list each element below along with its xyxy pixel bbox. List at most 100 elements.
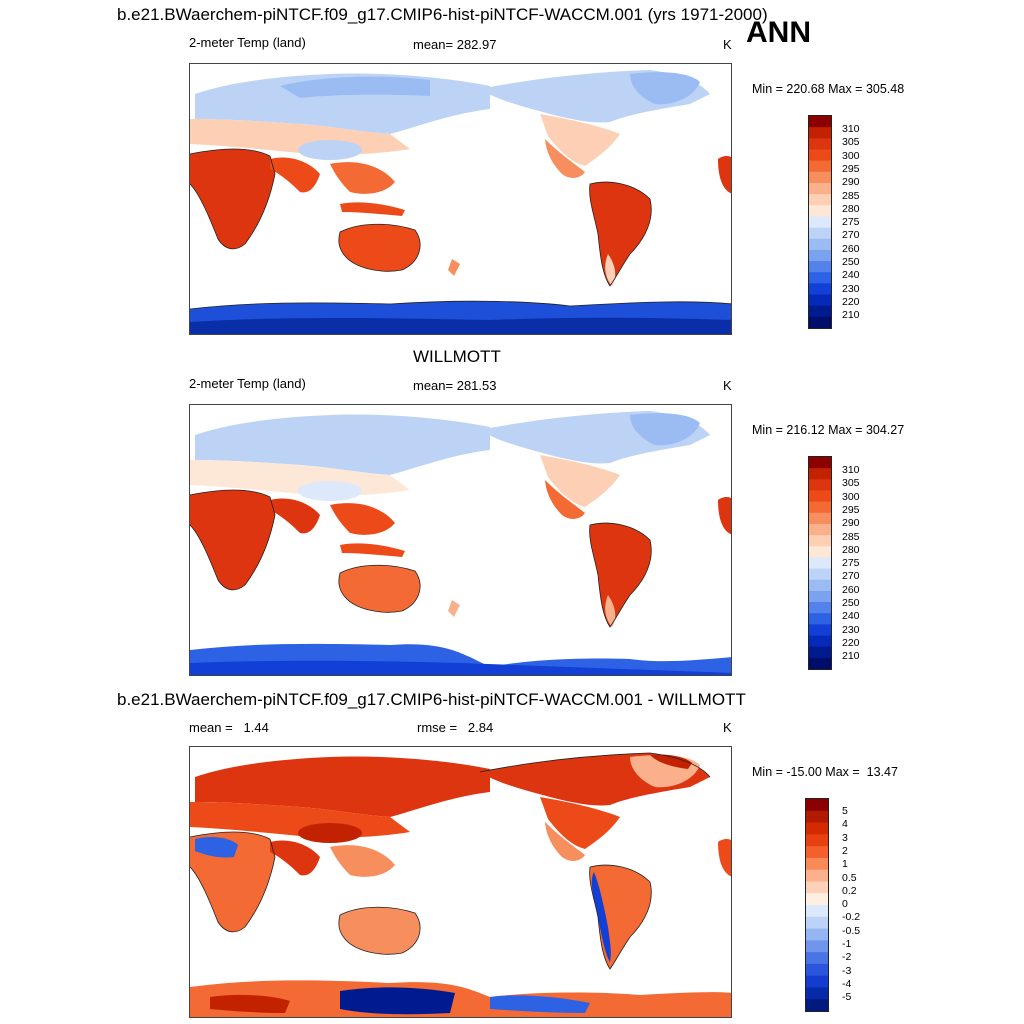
tick: 5 [842, 805, 848, 817]
colorbar-swatch [809, 568, 831, 581]
colorbar-swatch [809, 127, 831, 139]
new-zealand [448, 600, 460, 617]
tick: 280 [842, 543, 860, 556]
colorbar-swatch [806, 893, 828, 906]
colorbar-swatch [809, 579, 831, 592]
india [270, 157, 320, 193]
tick: 4 [842, 818, 848, 831]
mexico [545, 139, 585, 178]
tick: 0 [842, 898, 848, 911]
panel-model-minmax: Min = 220.68 Max = 305.48 [752, 82, 905, 96]
patagonia [605, 595, 616, 627]
siberia-cold [195, 414, 490, 475]
tick: 220 [842, 295, 860, 308]
colorbar-swatch [809, 272, 831, 284]
tick: 280 [842, 202, 860, 215]
panel-diff-units: K [723, 720, 732, 735]
tick: 1 [842, 858, 848, 871]
colorbar-swatch [809, 657, 831, 669]
south-america [589, 182, 652, 286]
antarctica-warm-bias [210, 994, 290, 1013]
panel-diff-heading: b.e21.BWaerchem-piNTCF.f09_g17.CMIP6-his… [117, 690, 746, 709]
tick: 295 [842, 503, 860, 516]
tibet [298, 140, 362, 160]
colorbar-swatch [806, 810, 828, 824]
colorbar-swatch [809, 205, 831, 217]
north-america-mid-bias [540, 797, 620, 849]
sahara-cold-bias [195, 837, 238, 858]
coastlines [190, 752, 711, 970]
patagonia [605, 254, 616, 286]
colorbar-swatch [809, 546, 831, 558]
tick: 310 [842, 464, 860, 476]
colorbar-swatch [806, 975, 828, 988]
panel-obs-colorbar [808, 456, 832, 670]
tick: 0.5 [842, 871, 857, 884]
tick: 305 [842, 477, 860, 490]
panel-diff-colorbar-swatches [806, 799, 828, 1011]
panel-obs-map [189, 404, 732, 676]
tick: 290 [842, 176, 860, 189]
africa-east-wrap [718, 497, 731, 535]
colorbar-swatch [809, 316, 831, 328]
tick: 300 [842, 490, 860, 503]
panel-model-left-label: 2-meter Temp (land) [189, 35, 306, 50]
tick: 210 [842, 309, 860, 322]
tick: 210 [842, 650, 860, 663]
colorbar-swatch [806, 834, 828, 847]
tick: 2 [842, 844, 848, 857]
tick: 230 [842, 623, 860, 636]
panel-diff-minmax: Min = -15.00 Max = 13.47 [752, 765, 898, 779]
colorbar-swatch [806, 963, 828, 977]
tick: 230 [842, 282, 860, 295]
se-asia-bias [330, 845, 395, 877]
mexico-bias [545, 822, 585, 861]
tick: 240 [842, 610, 860, 623]
colorbar-swatch [809, 238, 831, 251]
australia [338, 565, 421, 613]
eurasia-north-bias [195, 756, 490, 817]
colorbar-swatch [809, 635, 831, 648]
colorbar-swatch [806, 928, 828, 941]
colorbar-swatch [809, 501, 831, 514]
africa [190, 149, 275, 249]
india [270, 498, 320, 534]
colorbar-swatch [809, 182, 831, 195]
panel-model-units: K [723, 37, 732, 52]
colorbar-swatch [809, 249, 831, 262]
antarctica [190, 980, 731, 1017]
tick: 260 [842, 583, 860, 596]
india-bias [270, 840, 320, 876]
colorbar-swatch [809, 613, 831, 625]
colorbar-swatch [806, 869, 828, 882]
colorbar-swatch [806, 940, 828, 953]
tick: 260 [842, 242, 860, 255]
tick: -0.5 [842, 924, 861, 937]
africa-east-wrap [718, 156, 731, 194]
tick: 240 [842, 269, 860, 282]
colorbar-swatch [809, 468, 831, 480]
colorbar-swatch [806, 999, 828, 1011]
colorbar-swatch [809, 535, 831, 547]
tick: 290 [842, 517, 860, 530]
antarctica-ross-bias [490, 995, 590, 1013]
se-asia [330, 162, 395, 194]
colorbar-swatch [809, 479, 831, 491]
colorbar-swatch [809, 227, 831, 240]
tick: 285 [842, 189, 860, 202]
indonesia [340, 202, 405, 216]
panel-obs-minmax: Min = 216.12 Max = 304.27 [752, 423, 905, 437]
panel-model-mean: mean= 282.97 [413, 37, 497, 52]
colorbar-swatch [806, 799, 828, 812]
colorbar-swatch [809, 283, 831, 296]
colorbar-swatch [806, 905, 828, 918]
colorbar-swatch [806, 952, 828, 965]
colorbar-swatch [809, 624, 831, 637]
africa [190, 490, 275, 590]
africa-east-wrap [718, 839, 731, 877]
mexico [545, 480, 585, 519]
colorbar-swatch [806, 846, 828, 859]
north-america-mid [540, 455, 620, 507]
tick: -1 [842, 938, 852, 950]
antarctica-interior [190, 317, 731, 334]
